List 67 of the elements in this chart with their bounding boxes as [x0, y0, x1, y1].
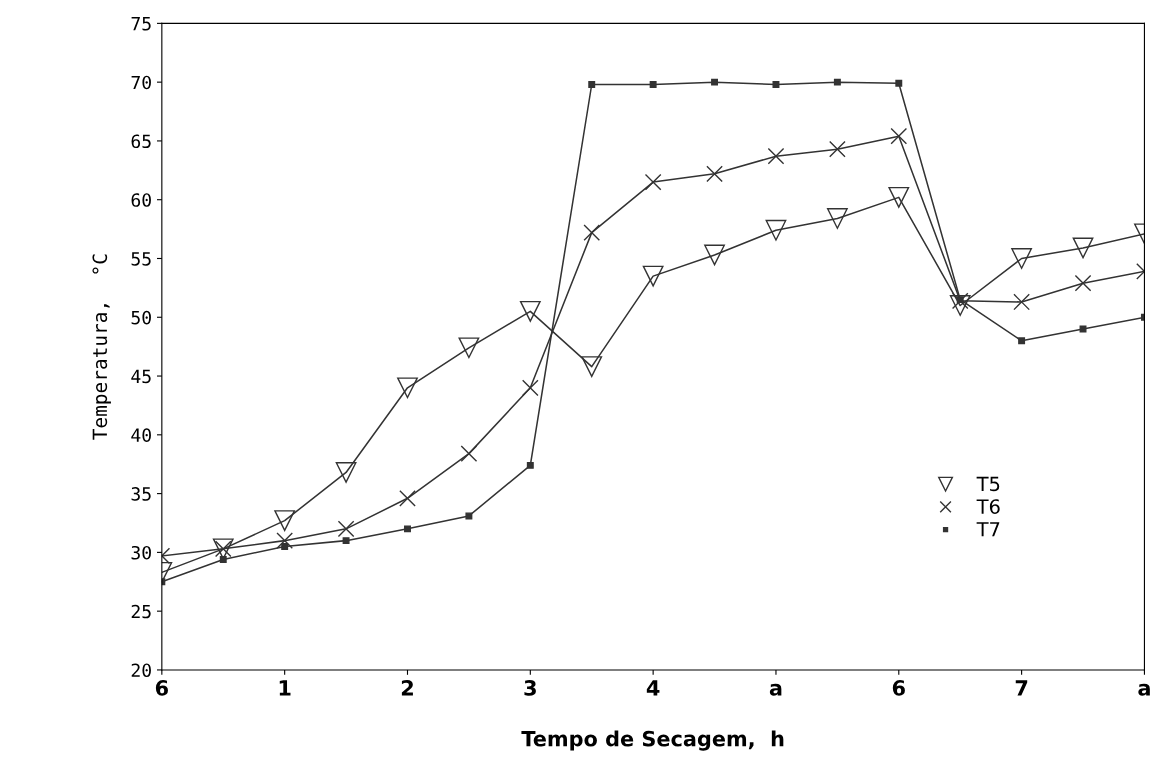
point: [1013, 293, 1030, 311]
point: [337, 520, 355, 538]
point: [949, 295, 971, 316]
point: [458, 337, 480, 359]
point: [588, 81, 596, 88]
point: [956, 296, 964, 304]
point: [519, 300, 541, 322]
y-tick-label: 75: [131, 17, 151, 31]
point: [281, 543, 289, 550]
point: [1074, 274, 1092, 292]
x-axis-title: Tempo de Secagem, h: [521, 730, 784, 751]
point: [583, 224, 601, 241]
point: [888, 186, 910, 208]
point: [704, 244, 725, 266]
point: [399, 489, 416, 507]
point: [1011, 248, 1033, 269]
point: [276, 532, 293, 549]
point: [526, 461, 534, 469]
y-tick-label: 40: [131, 428, 151, 442]
x-tick-label: a: [769, 683, 782, 696]
point: [581, 356, 603, 378]
y-tick-label: 30: [131, 545, 151, 560]
point: [1072, 237, 1094, 259]
y-tick-label: 45: [131, 369, 151, 384]
x-tick-label: 7: [1015, 680, 1028, 696]
point: [772, 81, 780, 88]
point: [706, 165, 723, 183]
legend-label: T6: [976, 499, 1000, 514]
x-tick-label: 3: [524, 680, 536, 696]
point: [826, 208, 848, 229]
point: [833, 78, 841, 86]
x-tick-label: 4: [646, 680, 660, 696]
x-tick-label: 1: [279, 680, 291, 696]
point: [767, 147, 785, 165]
point: [460, 445, 478, 462]
point: [711, 78, 719, 86]
y-tick-label: 50: [131, 310, 151, 325]
y-tick-label: 70: [131, 75, 151, 90]
point: [649, 81, 657, 88]
y-tick-label: 55: [131, 252, 151, 266]
y-tick-label: 65: [131, 134, 151, 149]
x-tick-label: 6: [155, 680, 168, 696]
y-tick-label: 35: [131, 487, 151, 501]
legend-label: T5: [976, 476, 1000, 492]
point: [642, 265, 664, 287]
point: [335, 462, 357, 483]
point: [890, 127, 908, 145]
y-tick-label: 25: [131, 604, 151, 619]
point: [397, 377, 418, 399]
y-tick-label: 20: [131, 663, 151, 678]
point: [521, 379, 539, 397]
point: [342, 537, 350, 545]
point: [274, 510, 296, 532]
x-tick-label: 6: [892, 680, 905, 696]
y-axis-title: Temperatura, °C: [92, 254, 111, 440]
point: [1018, 337, 1026, 345]
point: [644, 173, 662, 191]
legend-label: T7: [976, 522, 1000, 537]
point: [404, 525, 411, 533]
point: [765, 219, 787, 241]
point: [829, 140, 846, 158]
point: [219, 555, 227, 563]
point: [895, 79, 903, 87]
point: [465, 512, 473, 520]
x-tick-label: a: [1138, 683, 1150, 696]
x-tick-label: 2: [401, 680, 413, 696]
y-tick-label: 60: [131, 193, 151, 207]
